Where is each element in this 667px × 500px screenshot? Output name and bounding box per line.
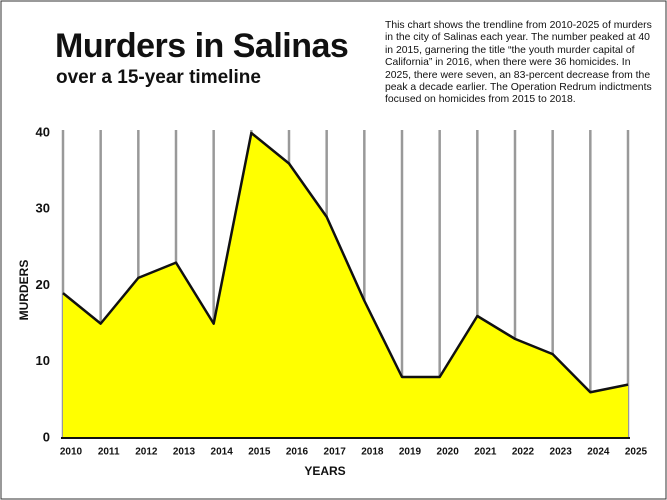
x-tick-label: 2017: [324, 447, 347, 458]
y-tick-label: 0: [43, 429, 50, 444]
description: This chart shows the trendline from 2010…: [385, 20, 652, 106]
y-tick-label: 40: [36, 124, 50, 139]
x-tick-label: 2014: [211, 447, 234, 458]
chart-subtitle: over a 15-year timeline: [56, 67, 261, 88]
chart-title: Murders in Salinas: [55, 27, 348, 65]
y-tick-label: 10: [36, 353, 50, 368]
x-tick-label: 2012: [135, 447, 158, 458]
x-tick-label: 2019: [399, 447, 422, 458]
x-tick-label: 2018: [361, 447, 384, 458]
x-tick-label: 2015: [248, 447, 271, 458]
y-axis-label: MURDERS: [17, 260, 31, 321]
x-tick-label: 2024: [587, 447, 610, 458]
line: [62, 131, 629, 394]
y-tick-label: 30: [36, 201, 50, 216]
x-tick-label: 2010: [60, 447, 83, 458]
x-tick-label: 2020: [437, 447, 460, 458]
y-tick-label: 20: [36, 277, 50, 292]
area: [63, 133, 628, 438]
x-tick-label: 2025: [625, 447, 648, 458]
x-axis-label: YEARS: [304, 464, 345, 478]
x-tick-label: 2021: [474, 447, 497, 458]
x-tick-label: 2016: [286, 447, 309, 458]
x-tick-label: 2022: [512, 447, 535, 458]
x-tick-label: 2023: [550, 447, 573, 458]
x-tick-label: 2011: [98, 447, 120, 458]
x-tick-label: 2013: [173, 447, 196, 458]
